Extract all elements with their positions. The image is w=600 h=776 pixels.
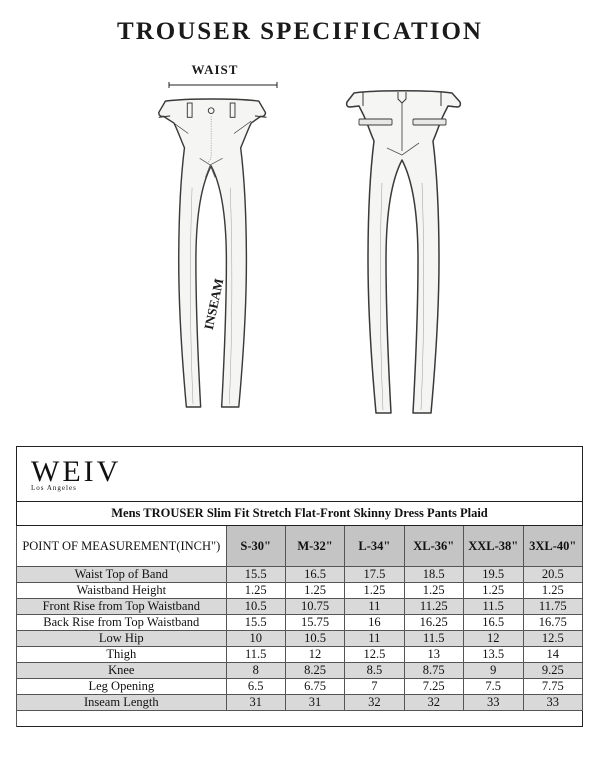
svg-text:INSEAM: INSEAM xyxy=(201,277,226,331)
